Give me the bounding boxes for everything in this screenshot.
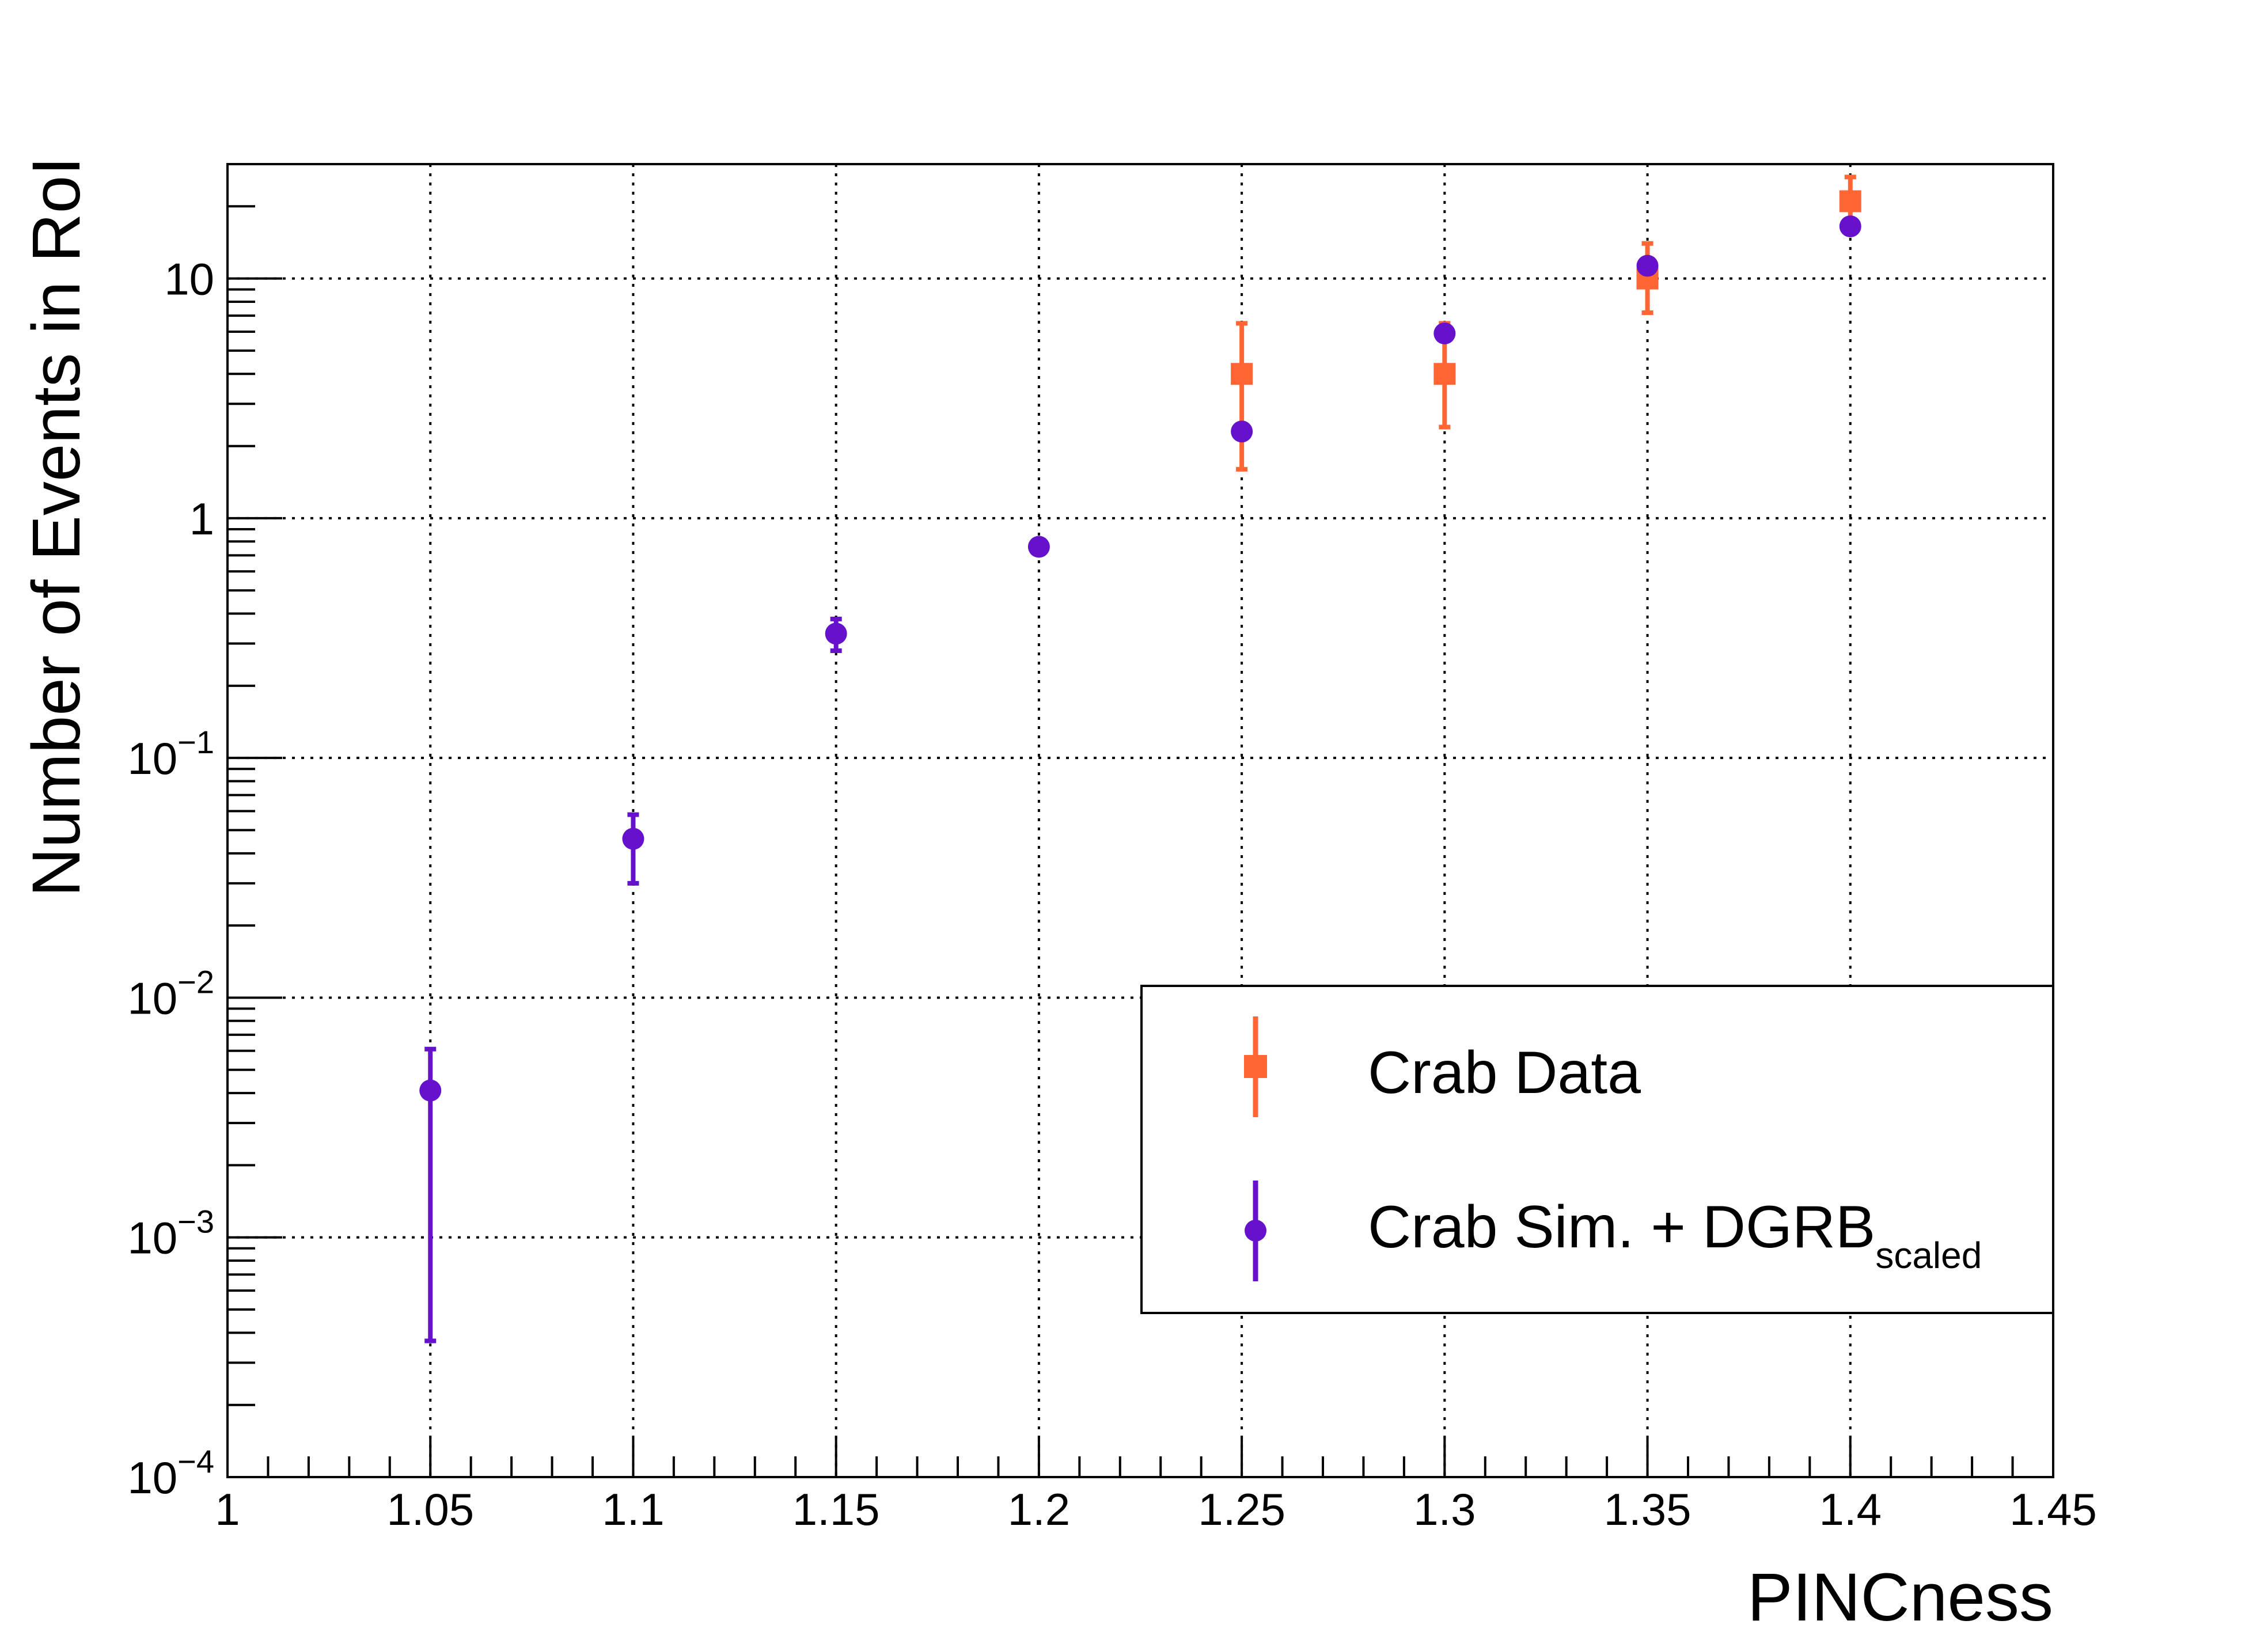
x-tick-labels: 1 1.05 1.1 1.15 1.2 1.25 1.3 1.35 1.4 1.45	[215, 1484, 2097, 1535]
legend-label-crab-sim-main: Crab Sim. + DGRB	[1368, 1194, 1875, 1261]
y-tick-label: 10−4	[127, 1443, 214, 1503]
legend-crab-data-marker	[1244, 1055, 1267, 1078]
y-tick-label-base: 10	[164, 254, 214, 305]
legend-label-crab-sim: Crab Sim. + DGRBscaled	[1368, 1194, 1982, 1276]
crab-sim-point	[825, 623, 847, 645]
x-tick-label: 1.25	[1198, 1484, 1285, 1535]
y-tick-label: 10−3	[127, 1204, 214, 1263]
crab-data-point	[1839, 190, 1861, 212]
y-tick-label-base: 10	[127, 1213, 177, 1263]
legend: Crab Data Crab Sim. + DGRBscaled	[1140, 985, 2054, 1314]
y-tick-label: 10−1	[127, 724, 214, 784]
crab-sim-point	[1839, 215, 1861, 238]
y-tick-label-base: 10	[127, 1452, 177, 1503]
crab-data-point	[1231, 363, 1253, 385]
y-tick-label-base: 10	[127, 973, 177, 1023]
x-tick-label: 1.45	[2009, 1484, 2097, 1535]
crab-sim-point	[622, 828, 644, 850]
x-tick-label: 1.1	[602, 1484, 664, 1535]
crab-data-point	[1433, 363, 1456, 385]
x-tick-label: 1.15	[792, 1484, 880, 1535]
y-tick-label-exponent: −1	[177, 724, 214, 760]
crab-sim-point	[1433, 322, 1456, 345]
legend-label-crab-data: Crab Data	[1368, 1039, 1641, 1106]
x-tick-label: 1	[215, 1484, 240, 1535]
y-tick-label-base: 10	[127, 733, 177, 784]
data-marks	[419, 174, 1861, 1343]
legend-crab-sim-marker	[1245, 1220, 1266, 1242]
x-tick-label: 1.3	[1413, 1484, 1476, 1535]
crab-sim-point	[1027, 536, 1050, 558]
x-tick-label: 1.4	[1819, 1484, 1882, 1535]
plot-frame	[226, 163, 2054, 1478]
crab-sim-point	[419, 1079, 442, 1102]
x-tick-label: 1.2	[1008, 1484, 1070, 1535]
x-tick-label: 1.35	[1604, 1484, 1691, 1535]
y-tick-label: 1	[189, 494, 214, 544]
crab-sim-point	[1636, 255, 1659, 277]
y-tick-label: 10	[164, 254, 214, 305]
y-tick-label: 10−2	[127, 963, 214, 1023]
x-axis-title: PINCness	[1747, 1559, 2053, 1632]
y-axis-title: Number of Events in RoI	[18, 157, 94, 897]
y-tick-label-exponent: −2	[177, 963, 214, 1000]
x-tick-label: 1.05	[386, 1484, 474, 1535]
y-tick-label-exponent: −3	[177, 1204, 214, 1240]
axis-ticks	[226, 163, 2054, 1478]
y-tick-label-base: 1	[189, 494, 214, 544]
crab-sim-point	[1231, 420, 1253, 443]
legend-box	[1140, 985, 2054, 1314]
legend-label-crab-sim-subscript: scaled	[1875, 1235, 1982, 1276]
y-tick-label-exponent: −4	[177, 1443, 214, 1479]
